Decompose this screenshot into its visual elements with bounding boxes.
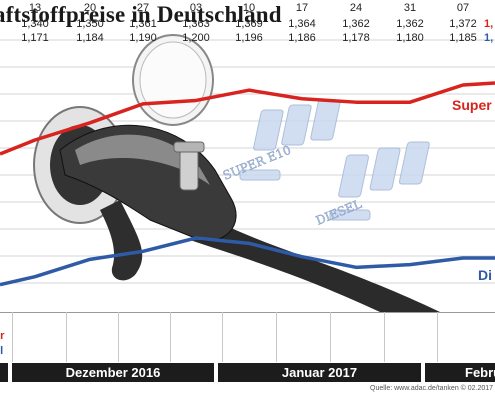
pump-label-diesel: DIESEL [314,197,364,228]
table-column-partial: 1, 1, [484,0,495,50]
table-separator [12,312,13,362]
chart-plot: SUPER E10 DIESEL [0,34,495,312]
fuel-nozzle-illustration: SUPER E10 DIESEL [33,34,440,312]
table-column: 10 1,369 1,196 [223,0,275,50]
table-separator [437,312,438,362]
table-separator [222,312,223,362]
super-price: 1,364 [288,18,316,30]
table-column: 31 1,362 1,180 [384,0,436,50]
chart-lines [0,81,495,287]
super-price: 1,350 [76,18,104,30]
super-price: 1,369 [235,18,263,30]
super-price: 1,340 [21,18,49,30]
month-bar-january: Januar 2017 [218,363,421,382]
diesel-price: 1,190 [129,32,157,44]
row-label-super: er [0,330,5,342]
date-label: 03 [189,2,203,14]
diesel-price: 1,200 [182,32,210,44]
table-column: 13 1,340 1,171 [9,0,61,50]
table-separator [66,312,67,362]
table-column: 27 1,361 1,190 [117,0,169,50]
table-column: 17 1,364 1,186 [276,0,328,50]
super-price: 1, [484,18,494,30]
diesel-price: 1,185 [449,32,477,44]
date-label: 07 [456,2,470,14]
super-price: 1,361 [129,18,157,30]
table-separator [170,312,171,362]
chart-title: aftstoffpreise in Deutschland [0,2,282,27]
table-column: 24 1,362 1,178 [330,0,382,50]
month-bar-february: Febru [425,363,495,382]
source-note: Quelle: www.adac.de/tanken © 02.2017 [370,385,494,392]
table-separator [384,312,385,362]
table-separator [276,312,277,362]
date-label: 24 [349,2,363,14]
super-price: 1,362 [342,18,370,30]
month-bar-december: Dezember 2016 [12,363,214,382]
date-label: 10 [242,2,256,14]
row-label-diesel: el [0,345,4,357]
series-line-super [0,81,495,156]
date-label: 13 [28,2,42,14]
super-price: 1,363 [182,18,210,30]
table-column: 20 1,350 1,184 [64,0,116,50]
date-label: 31 [403,2,417,14]
month-bar-prev [0,363,8,382]
series-label-super: Super [452,97,492,113]
table-column: 07 1,372 1,185 [437,0,489,50]
series-label-diesel: Di [478,267,492,283]
diesel-price: 1, [484,32,494,44]
date-label: 20 [83,2,97,14]
diesel-price: 1,184 [76,32,104,44]
series-line-diesel [0,236,495,287]
diesel-price: 1,196 [235,32,263,44]
date-label: 27 [136,2,150,14]
super-price: 1,372 [449,18,477,30]
diesel-price: 1,171 [21,32,49,44]
table-separator [118,312,119,362]
diesel-price: 1,178 [342,32,370,44]
diesel-price: 1,186 [288,32,316,44]
table-column: 03 1,363 1,200 [170,0,222,50]
table-separator [330,312,331,362]
diesel-price: 1,180 [396,32,424,44]
date-label: 17 [295,2,309,14]
price-table [0,312,495,363]
super-price: 1,362 [396,18,424,30]
